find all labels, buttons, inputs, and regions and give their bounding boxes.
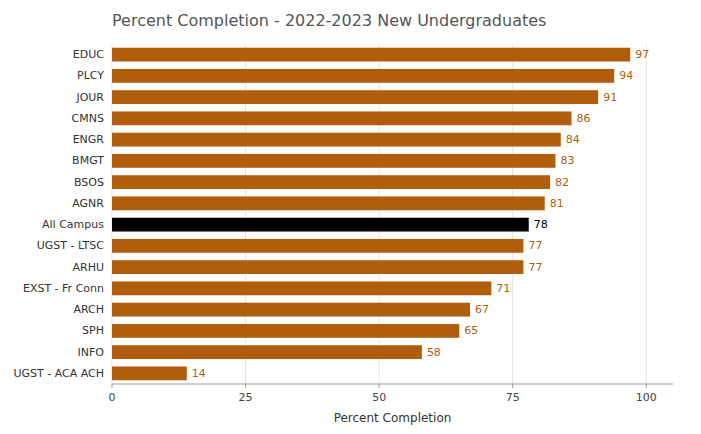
- data-label: 81: [550, 197, 564, 210]
- category-label: BMGT: [72, 154, 104, 167]
- tick-label: 75: [506, 391, 520, 404]
- data-label: 83: [560, 154, 574, 167]
- bar: [112, 69, 614, 83]
- grid: [112, 44, 646, 384]
- data-label: 14: [192, 367, 206, 380]
- bar: [112, 90, 598, 104]
- tick-mark: [379, 384, 380, 388]
- data-labels: 14 58 65 67 71 77 77 7881 82 83 84 86 919497: [192, 48, 649, 380]
- tick-label: 100: [636, 391, 657, 404]
- bar: [112, 218, 529, 232]
- bar: [112, 281, 491, 295]
- data-label: 77: [528, 261, 542, 274]
- category-label: UGST - ACA ACH: [13, 367, 104, 380]
- data-label: 65: [464, 324, 478, 337]
- category-label: EDUC: [73, 48, 104, 61]
- data-label: 71: [496, 282, 510, 295]
- data-label: 97: [635, 48, 649, 61]
- bar: [112, 196, 545, 210]
- bars: [112, 48, 630, 381]
- grid-line: [646, 44, 647, 384]
- data-label: 67: [475, 303, 489, 316]
- bar: [112, 324, 459, 338]
- category-label: INFO: [78, 346, 105, 359]
- tick-label: 0: [109, 391, 116, 404]
- data-label: 94: [619, 69, 633, 82]
- data-label: 84: [566, 133, 580, 146]
- bar: [112, 303, 470, 317]
- category-label: UGST - LTSC: [37, 239, 105, 252]
- tick-mark: [112, 384, 113, 388]
- bar: [112, 366, 187, 380]
- y-axis: UGST - ACA ACH INFO SPH ARCH EXST - Fr Conn A…: [13, 48, 104, 380]
- tick-mark: [245, 384, 246, 388]
- tick-label: 50: [372, 391, 386, 404]
- category-label: ARHU: [73, 261, 105, 274]
- data-label: 91: [603, 91, 617, 104]
- chart: 14 58 65 67 71 77 77 7881 82 83 84 86 919497 UGST - A…: [0, 0, 701, 434]
- category-label: EXST - Fr Conn: [23, 282, 104, 295]
- bar: [112, 133, 561, 147]
- category-label: All Campus: [42, 218, 104, 231]
- category-label: ENGR: [73, 133, 105, 146]
- category-label: ARCH: [73, 303, 104, 316]
- chart-container: 14 58 65 67 71 77 77 7881 82 83 84 86 919497 UGST - A…: [0, 0, 701, 434]
- category-label: SPH: [82, 324, 104, 337]
- category-label: PLCY: [77, 69, 104, 82]
- bar: [112, 48, 630, 62]
- bar: [112, 154, 555, 168]
- bar: [112, 111, 571, 125]
- category-label: CMNS: [72, 112, 104, 125]
- bar: [112, 345, 422, 359]
- data-label: 58: [427, 346, 441, 359]
- bar: [112, 239, 523, 253]
- x-axis-label: Percent Completion: [334, 411, 452, 425]
- category-label: JOUR: [75, 91, 104, 104]
- category-label: AGNR: [72, 197, 104, 210]
- category-label: BSOS: [74, 176, 104, 189]
- tick-label: 25: [239, 391, 253, 404]
- title: Percent Completion - 2022-2023 New Under…: [112, 11, 546, 30]
- tick-mark: [512, 384, 513, 388]
- bar: [112, 175, 550, 189]
- axis-line: [112, 384, 673, 385]
- data-label: 78: [534, 218, 548, 231]
- data-label: 82: [555, 176, 569, 189]
- data-label: 86: [576, 112, 590, 125]
- x-axis: 0 25 50 75 100: [109, 384, 674, 404]
- bar: [112, 260, 523, 274]
- data-label: 77: [528, 239, 542, 252]
- tick-mark: [646, 384, 647, 388]
